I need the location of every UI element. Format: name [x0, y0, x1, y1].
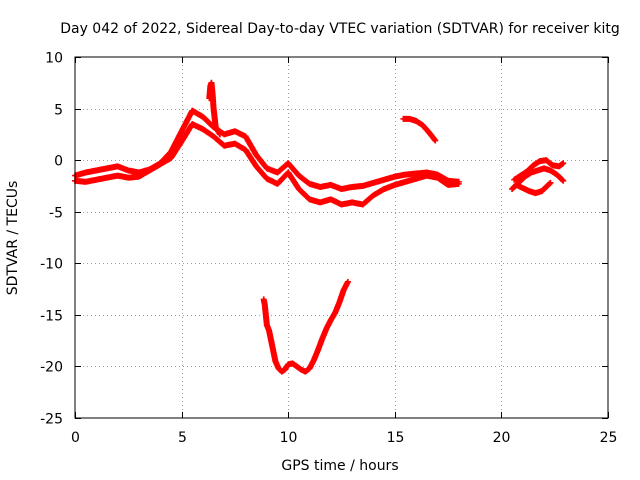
data-point: [547, 179, 554, 186]
series-track-f: [511, 157, 567, 183]
x-tick-label: 15: [387, 430, 405, 446]
series-track-h: [260, 278, 351, 375]
x-tick-label: 20: [493, 430, 511, 446]
plot-frame: [74, 56, 609, 419]
y-tick-label: 0: [54, 154, 63, 170]
y-axis-label: SDTVAR / TECUs: [5, 181, 21, 296]
x-axis-label: GPS time / hours: [281, 458, 398, 474]
grid-lines: [75, 57, 608, 418]
series-track-b: [72, 121, 462, 208]
y-tick-label: -25: [40, 412, 63, 428]
chart-title: Day 042 of 2022, Sidereal Day-to-day VTE…: [60, 21, 620, 37]
data-series: [72, 79, 567, 375]
series-track-d: [400, 115, 439, 144]
y-tick-label: 10: [45, 51, 63, 67]
series-track-c: [206, 79, 223, 138]
x-tick-label: 10: [280, 430, 298, 446]
data-point: [432, 137, 439, 144]
x-tick-label: 25: [600, 430, 618, 446]
data-point: [455, 180, 462, 187]
x-tick-label: 5: [178, 430, 187, 446]
y-tick-label: -5: [49, 206, 63, 222]
data-point: [559, 176, 566, 183]
data-point: [546, 180, 553, 187]
y-tick-label: -10: [40, 257, 63, 273]
data-point: [560, 177, 567, 184]
data-point: [560, 160, 567, 167]
x-tick-label: 0: [71, 430, 80, 446]
axis-ticks: 0 5 10 15 20 25 -25 -20 -15 -10 -5 0 5 10: [40, 51, 617, 447]
data-point: [216, 131, 223, 138]
y-tick-label: 5: [54, 103, 63, 119]
series-track-g: [513, 179, 554, 197]
y-tick-label: -15: [40, 309, 63, 325]
y-tick-label: -20: [40, 360, 63, 376]
data-point: [344, 278, 351, 285]
